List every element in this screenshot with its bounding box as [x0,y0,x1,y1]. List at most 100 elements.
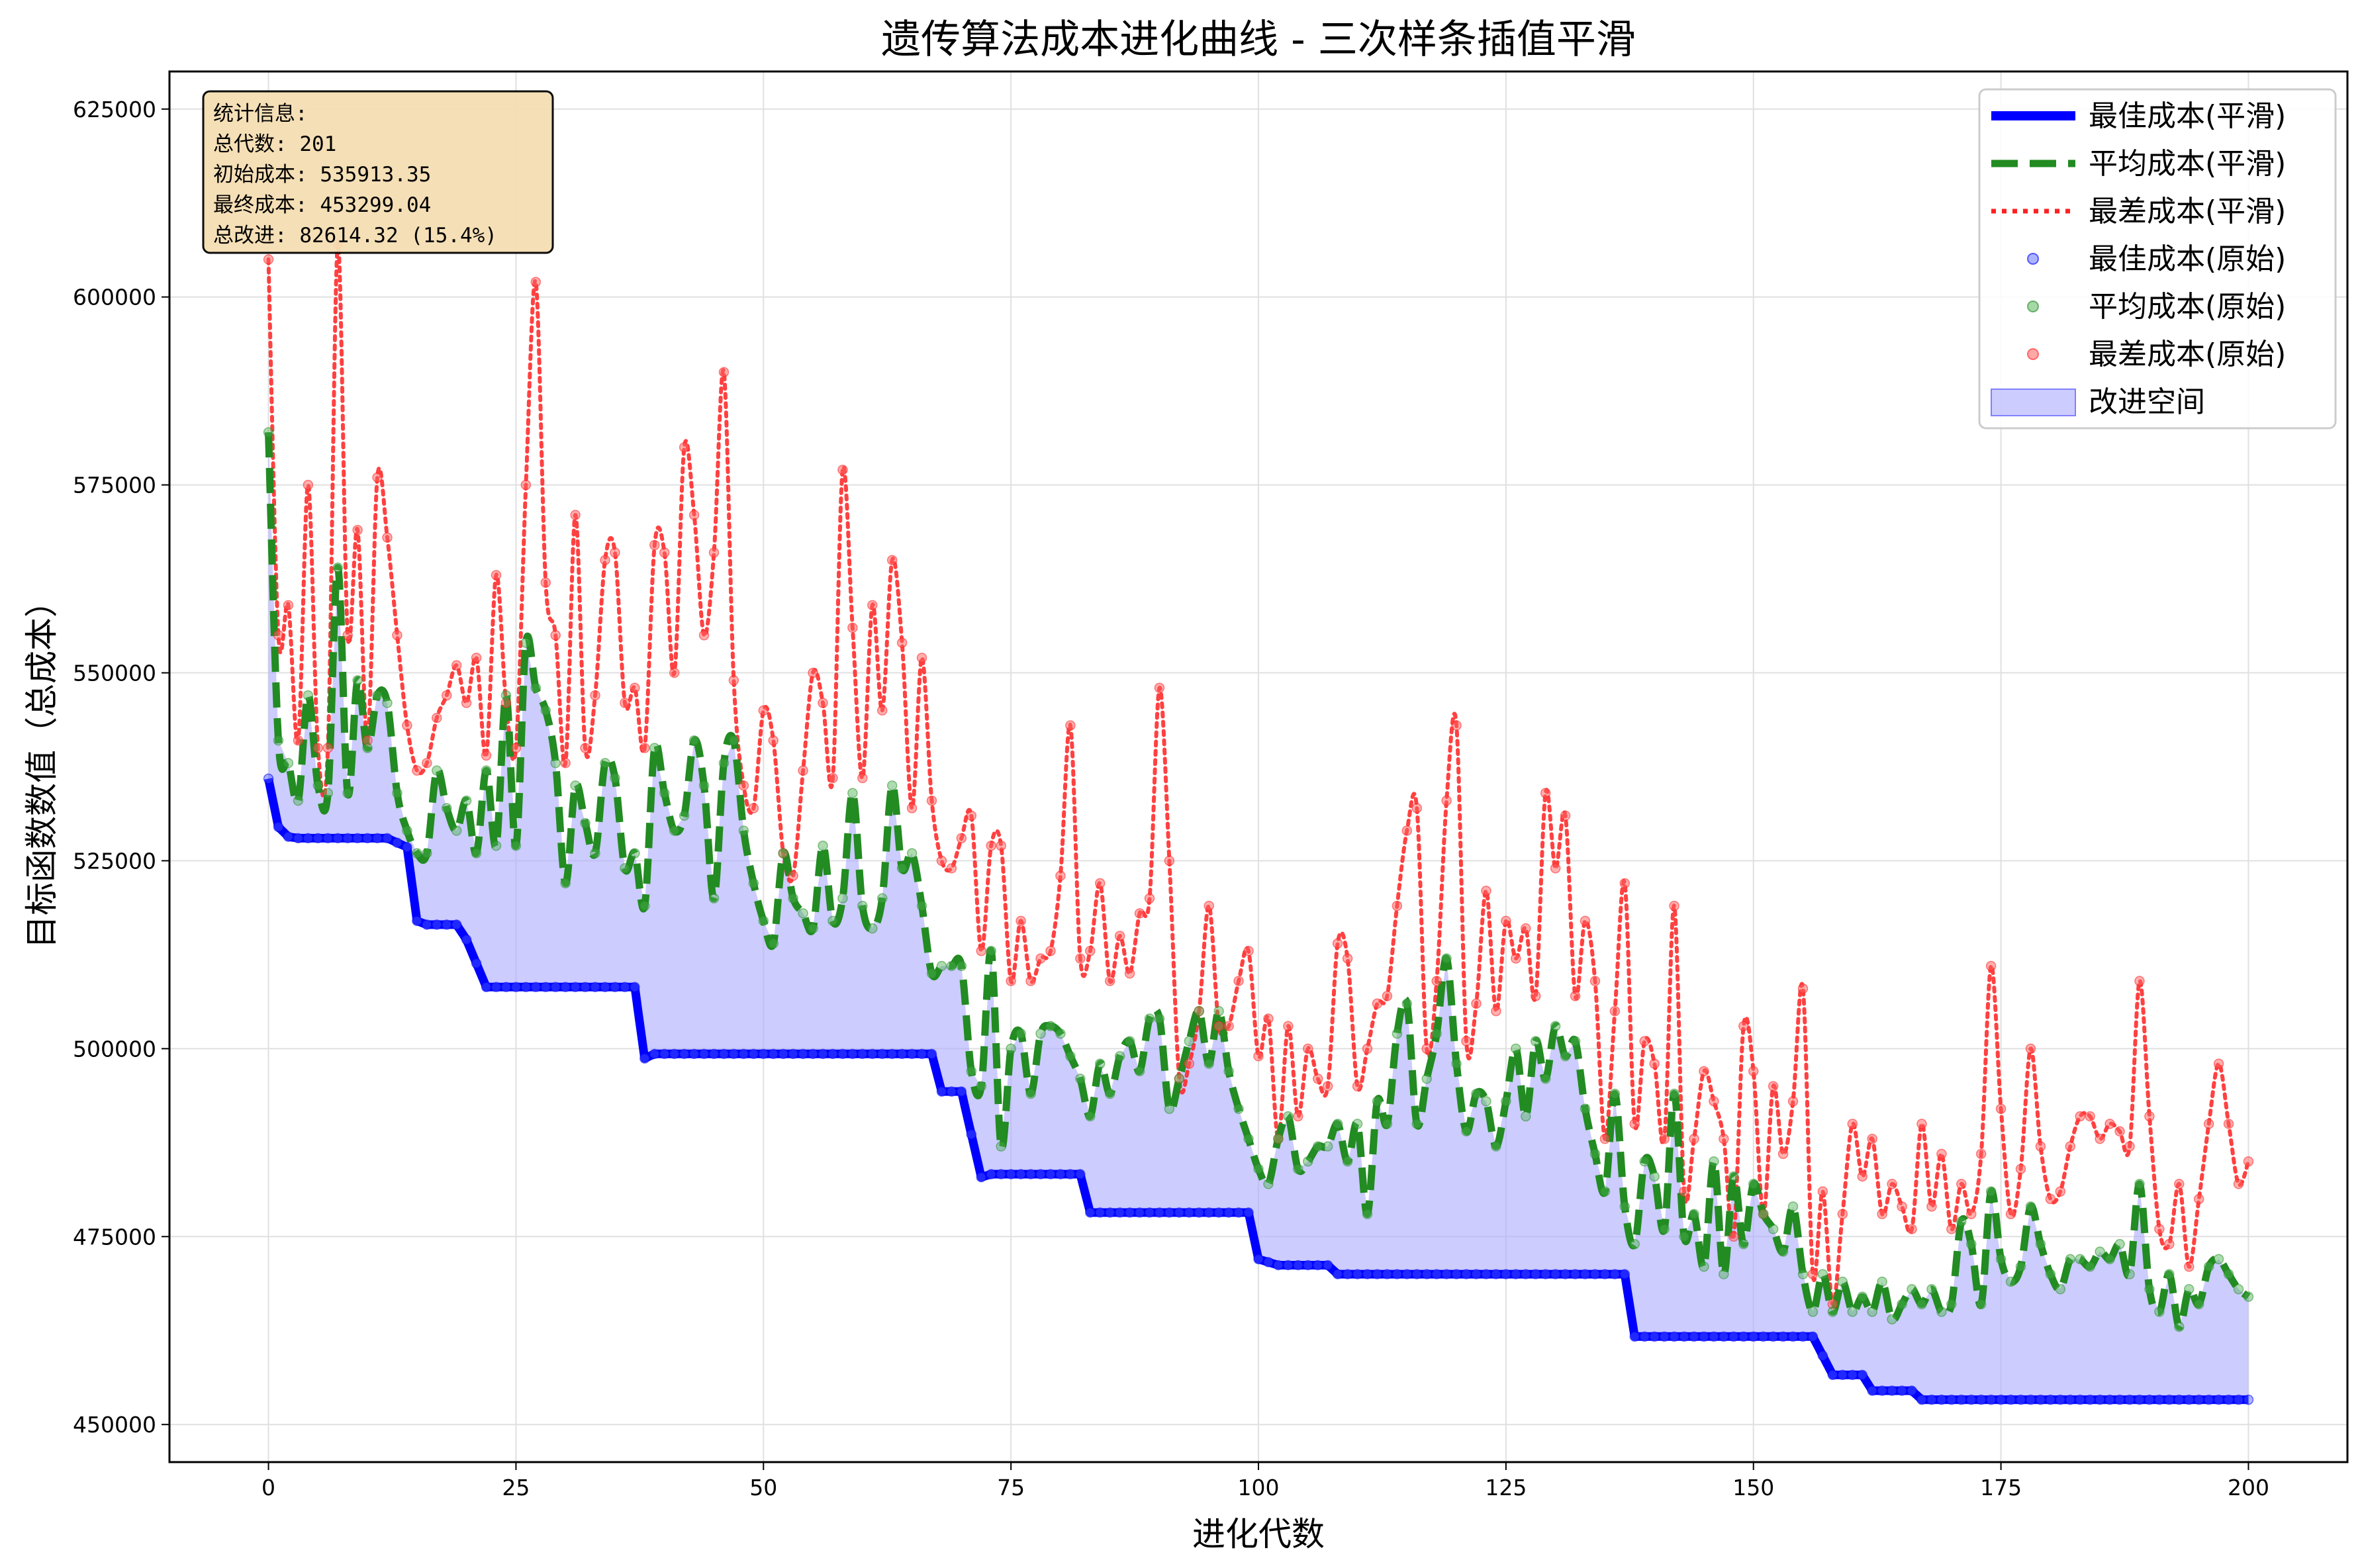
worst-cost-raw-point [2213,1058,2224,1069]
y-tick-label: 600000 [73,285,156,310]
best-cost-raw-point [1401,1269,1413,1279]
best-cost-raw-point [1085,1207,1096,1218]
avg-cost-raw-point [441,803,452,813]
best-cost-raw-point [342,833,353,844]
avg-cost-raw-point [2005,1276,2016,1287]
worst-cost-raw-point [1916,1119,1927,1129]
avg-cost-raw-point [1619,1201,1630,1212]
worst-cost-raw-point [580,743,590,753]
y-tick-label: 625000 [73,97,156,122]
best-cost-raw-point [550,982,561,993]
avg-cost-raw-point [1342,1156,1353,1167]
y-tick-label: 575000 [73,473,156,498]
worst-cost-raw-point [1204,900,1214,911]
best-cost-raw-point [1847,1369,1858,1381]
avg-cost-raw-point [2164,1269,2175,1279]
best-cost-raw-point [886,1048,898,1060]
avg-cost-raw-point [1094,1058,1106,1069]
best-cost-raw-point [906,1048,918,1060]
avg-cost-raw-point [520,637,532,648]
worst-cost-raw-point [1857,1171,1867,1182]
avg-cost-raw-point [1580,1103,1591,1114]
best-cost-raw-point [827,1048,838,1060]
avg-cost-raw-point [698,780,710,791]
worst-cost-raw-point [1016,915,1026,927]
best-cost-raw-point [1639,1331,1650,1342]
y-tick-label: 500000 [73,1036,156,1062]
avg-cost-raw-point [2203,1261,2214,1272]
avg-cost-raw-point [303,690,314,701]
best-cost-raw-point [1431,1269,1442,1279]
best-cost-raw-point [1204,1207,1214,1218]
worst-cost-raw-point [2065,1141,2076,1152]
best-cost-raw-point [1758,1331,1769,1342]
best-cost-raw-point [283,831,294,842]
y-tick-label: 525000 [73,848,156,874]
avg-cost-raw-point [847,788,858,798]
best-cost-raw-point [2104,1395,2115,1405]
avg-cost-raw-point [2085,1261,2095,1272]
avg-cost-raw-point [580,817,590,829]
avg-cost-raw-point [1916,1299,1927,1310]
best-cost-raw-point [698,1048,710,1060]
best-cost-raw-point [2015,1395,2026,1405]
worst-cost-raw-point [382,532,393,543]
worst-cost-raw-point [1104,976,1115,986]
best-cost-raw-point [1857,1369,1867,1381]
worst-cost-raw-point [1085,945,1096,956]
best-cost-raw-point [946,1086,957,1097]
worst-cost-raw-point [1748,1066,1759,1077]
best-cost-raw-point [1421,1269,1432,1279]
legend-improvement-label: 改进空间 [2089,385,2205,419]
worst-cost-raw-point [1807,1269,1819,1279]
worst-cost-raw-point [1669,900,1679,911]
best-cost-raw-point [1797,1331,1809,1342]
best-cost-raw-point [1609,1269,1621,1279]
avg-cost-raw-point [2183,1284,2195,1295]
avg-cost-raw-point [1293,1164,1303,1174]
worst-cost-raw-point [1867,1133,1877,1144]
avg-cost-raw-point [2144,1284,2155,1295]
best-cost-raw-point [1936,1395,1947,1405]
legend-improvement-patch [1991,389,2076,416]
worst-cost-raw-point [2055,1186,2066,1197]
worst-cost-raw-point [2223,1119,2234,1129]
best-cost-raw-point [412,915,422,927]
best-cost-raw-point [1719,1331,1729,1342]
avg-cost-raw-point [1589,1148,1601,1160]
worst-cost-raw-point [1322,1081,1333,1091]
best-cost-raw-point [1303,1260,1313,1271]
avg-cost-raw-point [1035,1028,1046,1039]
avg-cost-raw-point [2243,1291,2254,1302]
avg-cost-raw-point [718,758,730,768]
worst-cost-raw-point [481,750,492,761]
worst-cost-raw-point [1728,1231,1739,1242]
worst-cost-raw-point [2005,1209,2016,1219]
best-cost-raw-point [1827,1369,1838,1381]
best-cost-raw-point [847,1048,858,1060]
avg-cost-raw-point [2045,1269,2056,1279]
avg-cost-raw-point [1045,1021,1056,1032]
avg-cost-raw-point [659,788,670,798]
best-cost-raw-point [1689,1331,1699,1342]
avg-cost-raw-point [461,795,472,806]
avg-cost-raw-point [1609,1088,1621,1099]
worst-cost-raw-point [1609,1005,1621,1017]
worst-cost-raw-point [590,690,600,701]
avg-cost-raw-point [422,848,432,858]
worst-cost-raw-point [372,472,383,483]
worst-cost-raw-point [2035,1141,2046,1152]
avg-cost-raw-point [1411,1119,1423,1129]
legend-worst-raw-label: 最差成本(原始) [2089,338,2286,371]
avg-cost-raw-point [372,690,383,701]
avg-cost-raw-point [1728,1171,1739,1182]
best-cost-raw-point [2095,1395,2105,1405]
best-cost-raw-point [1728,1331,1739,1342]
avg-cost-raw-point [639,900,650,911]
avg-cost-raw-point [2075,1254,2085,1265]
worst-cost-raw-point [1599,1133,1611,1144]
avg-cost-raw-point [1787,1201,1799,1212]
worst-cost-raw-point [1144,893,1155,903]
worst-cost-raw-point [758,705,769,716]
